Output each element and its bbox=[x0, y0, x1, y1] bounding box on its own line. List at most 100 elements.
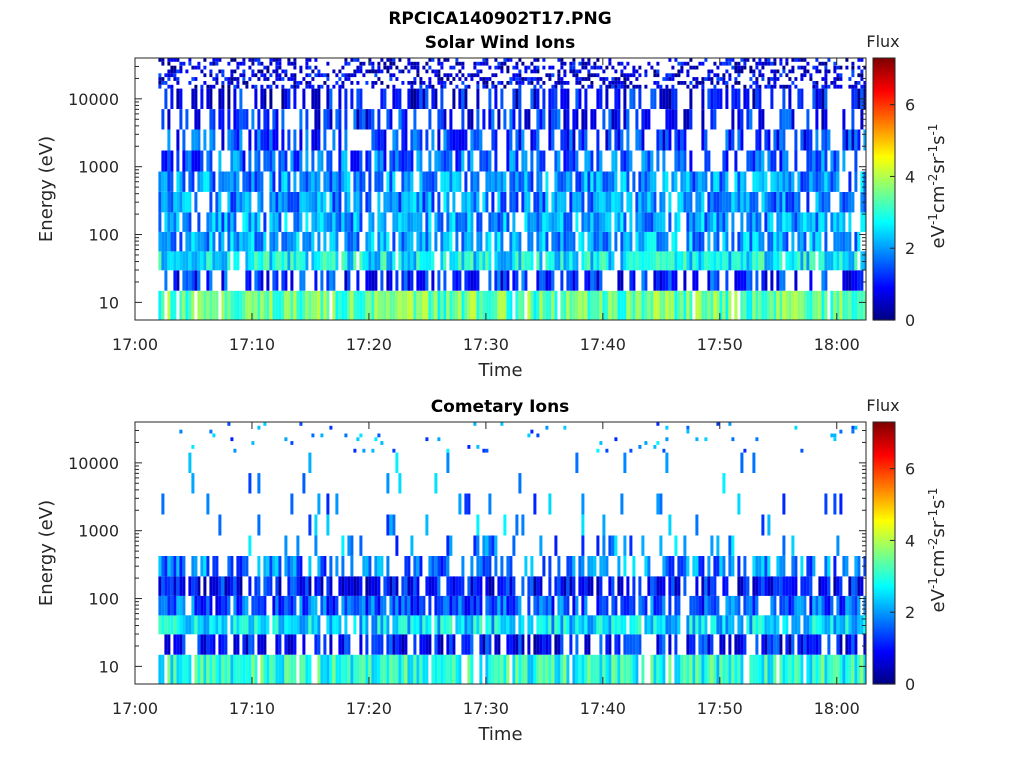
colorbar-segment bbox=[873, 199, 895, 203]
heatmap-cell bbox=[404, 212, 408, 232]
heatmap-cell bbox=[752, 88, 756, 109]
heatmap-cell bbox=[179, 429, 183, 434]
heatmap-cell bbox=[605, 129, 609, 151]
heatmap-cell bbox=[656, 270, 660, 291]
heatmap-cell bbox=[737, 615, 741, 635]
heatmap-cell bbox=[587, 634, 591, 655]
heatmap-cell bbox=[725, 84, 729, 89]
colorbar-segment bbox=[873, 507, 895, 510]
heatmap-cell bbox=[551, 65, 555, 70]
heatmap-cell bbox=[248, 576, 252, 596]
colorbar-segment bbox=[873, 622, 895, 626]
heatmap-cell bbox=[728, 61, 732, 66]
heatmap-cell bbox=[833, 556, 837, 577]
heatmap-cell bbox=[515, 654, 519, 684]
heatmap-cell bbox=[566, 251, 570, 271]
heatmap-cell bbox=[773, 231, 777, 252]
heatmap-cell bbox=[248, 473, 252, 494]
heatmap-cell bbox=[284, 192, 288, 213]
heatmap-cell bbox=[419, 81, 423, 85]
heatmap-cell bbox=[626, 73, 630, 78]
heatmap-cell bbox=[782, 212, 786, 232]
heatmap-cell bbox=[599, 77, 603, 81]
heatmap-cell bbox=[569, 251, 573, 271]
heatmap-cell bbox=[572, 595, 576, 616]
heatmap-cell bbox=[755, 437, 759, 442]
heatmap-cell bbox=[461, 615, 465, 635]
heatmap-cell bbox=[386, 58, 390, 62]
heatmap-cell bbox=[401, 171, 405, 192]
heatmap-cell bbox=[443, 129, 447, 151]
heatmap-cell bbox=[803, 129, 807, 151]
heatmap-cell bbox=[656, 493, 660, 515]
heatmap-cell bbox=[392, 171, 396, 192]
heatmap-cell bbox=[524, 192, 528, 213]
heatmap-cell bbox=[494, 65, 498, 70]
heatmap-cell bbox=[584, 129, 588, 151]
heatmap-cell bbox=[584, 576, 588, 596]
heatmap-cell bbox=[695, 65, 699, 70]
colorbar-segment bbox=[873, 635, 895, 639]
heatmap-cell bbox=[512, 212, 516, 232]
heatmap-cell bbox=[458, 129, 462, 151]
heatmap-cell bbox=[557, 58, 561, 62]
heatmap-cell bbox=[179, 231, 183, 252]
heatmap-cell bbox=[419, 556, 423, 577]
heatmap-cell bbox=[341, 65, 345, 70]
heatmap-cell bbox=[545, 73, 549, 78]
heatmap-cell bbox=[821, 654, 825, 684]
heatmap-cell bbox=[515, 77, 519, 81]
heatmap-cell bbox=[395, 654, 399, 684]
heatmap-cell bbox=[635, 129, 639, 151]
heatmap-cell bbox=[386, 251, 390, 271]
heatmap-cell bbox=[635, 69, 639, 74]
heatmap-cell bbox=[596, 65, 600, 70]
heatmap-cell bbox=[689, 150, 693, 172]
heatmap-cell bbox=[632, 171, 636, 192]
heatmap-cell bbox=[707, 654, 711, 684]
heatmap-cell bbox=[839, 290, 843, 320]
heatmap-cell bbox=[851, 595, 855, 616]
heatmap-cell bbox=[467, 615, 471, 635]
heatmap-cell bbox=[803, 65, 807, 70]
heatmap-cell bbox=[215, 192, 219, 213]
heatmap-cell bbox=[350, 231, 354, 252]
colorbar-segment bbox=[873, 579, 895, 582]
heatmap-cell bbox=[476, 251, 480, 271]
heatmap-cell bbox=[632, 84, 636, 89]
heatmap-cell bbox=[488, 535, 492, 556]
heatmap-cell bbox=[242, 58, 246, 62]
heatmap-cell bbox=[485, 81, 489, 85]
heatmap-cell bbox=[386, 514, 390, 536]
heatmap-cell bbox=[221, 576, 225, 596]
heatmap-cell bbox=[326, 171, 330, 192]
heatmap-cell bbox=[428, 109, 432, 130]
heatmap-cell bbox=[767, 576, 771, 596]
heatmap-cell bbox=[173, 251, 177, 271]
heatmap-cell bbox=[614, 171, 618, 192]
heatmap-cell bbox=[176, 69, 180, 74]
heatmap-cell bbox=[773, 595, 777, 616]
heatmap-cell bbox=[239, 654, 243, 684]
heatmap-cell bbox=[686, 84, 690, 89]
heatmap-cell bbox=[305, 576, 309, 596]
heatmap-cell bbox=[317, 615, 321, 635]
heatmap-cell bbox=[227, 129, 231, 151]
heatmap-cell bbox=[245, 231, 249, 252]
colorbar-segment bbox=[873, 570, 895, 574]
heatmap-cell bbox=[488, 212, 492, 232]
heatmap-cell bbox=[695, 251, 699, 271]
heatmap-cell bbox=[812, 556, 816, 577]
colorbar-segment bbox=[873, 448, 895, 451]
heatmap-cell bbox=[593, 615, 597, 635]
heatmap-cell bbox=[815, 129, 819, 151]
heatmap-cell bbox=[860, 615, 864, 635]
colorbar-segment bbox=[873, 110, 895, 114]
heatmap-cell bbox=[356, 576, 360, 596]
heatmap-cell bbox=[821, 595, 825, 616]
colorbar-segment bbox=[873, 145, 895, 149]
colorbar-segment bbox=[873, 489, 895, 493]
heatmap-cell bbox=[617, 634, 621, 655]
heatmap-cell bbox=[290, 556, 294, 577]
heatmap-cell bbox=[230, 58, 234, 62]
